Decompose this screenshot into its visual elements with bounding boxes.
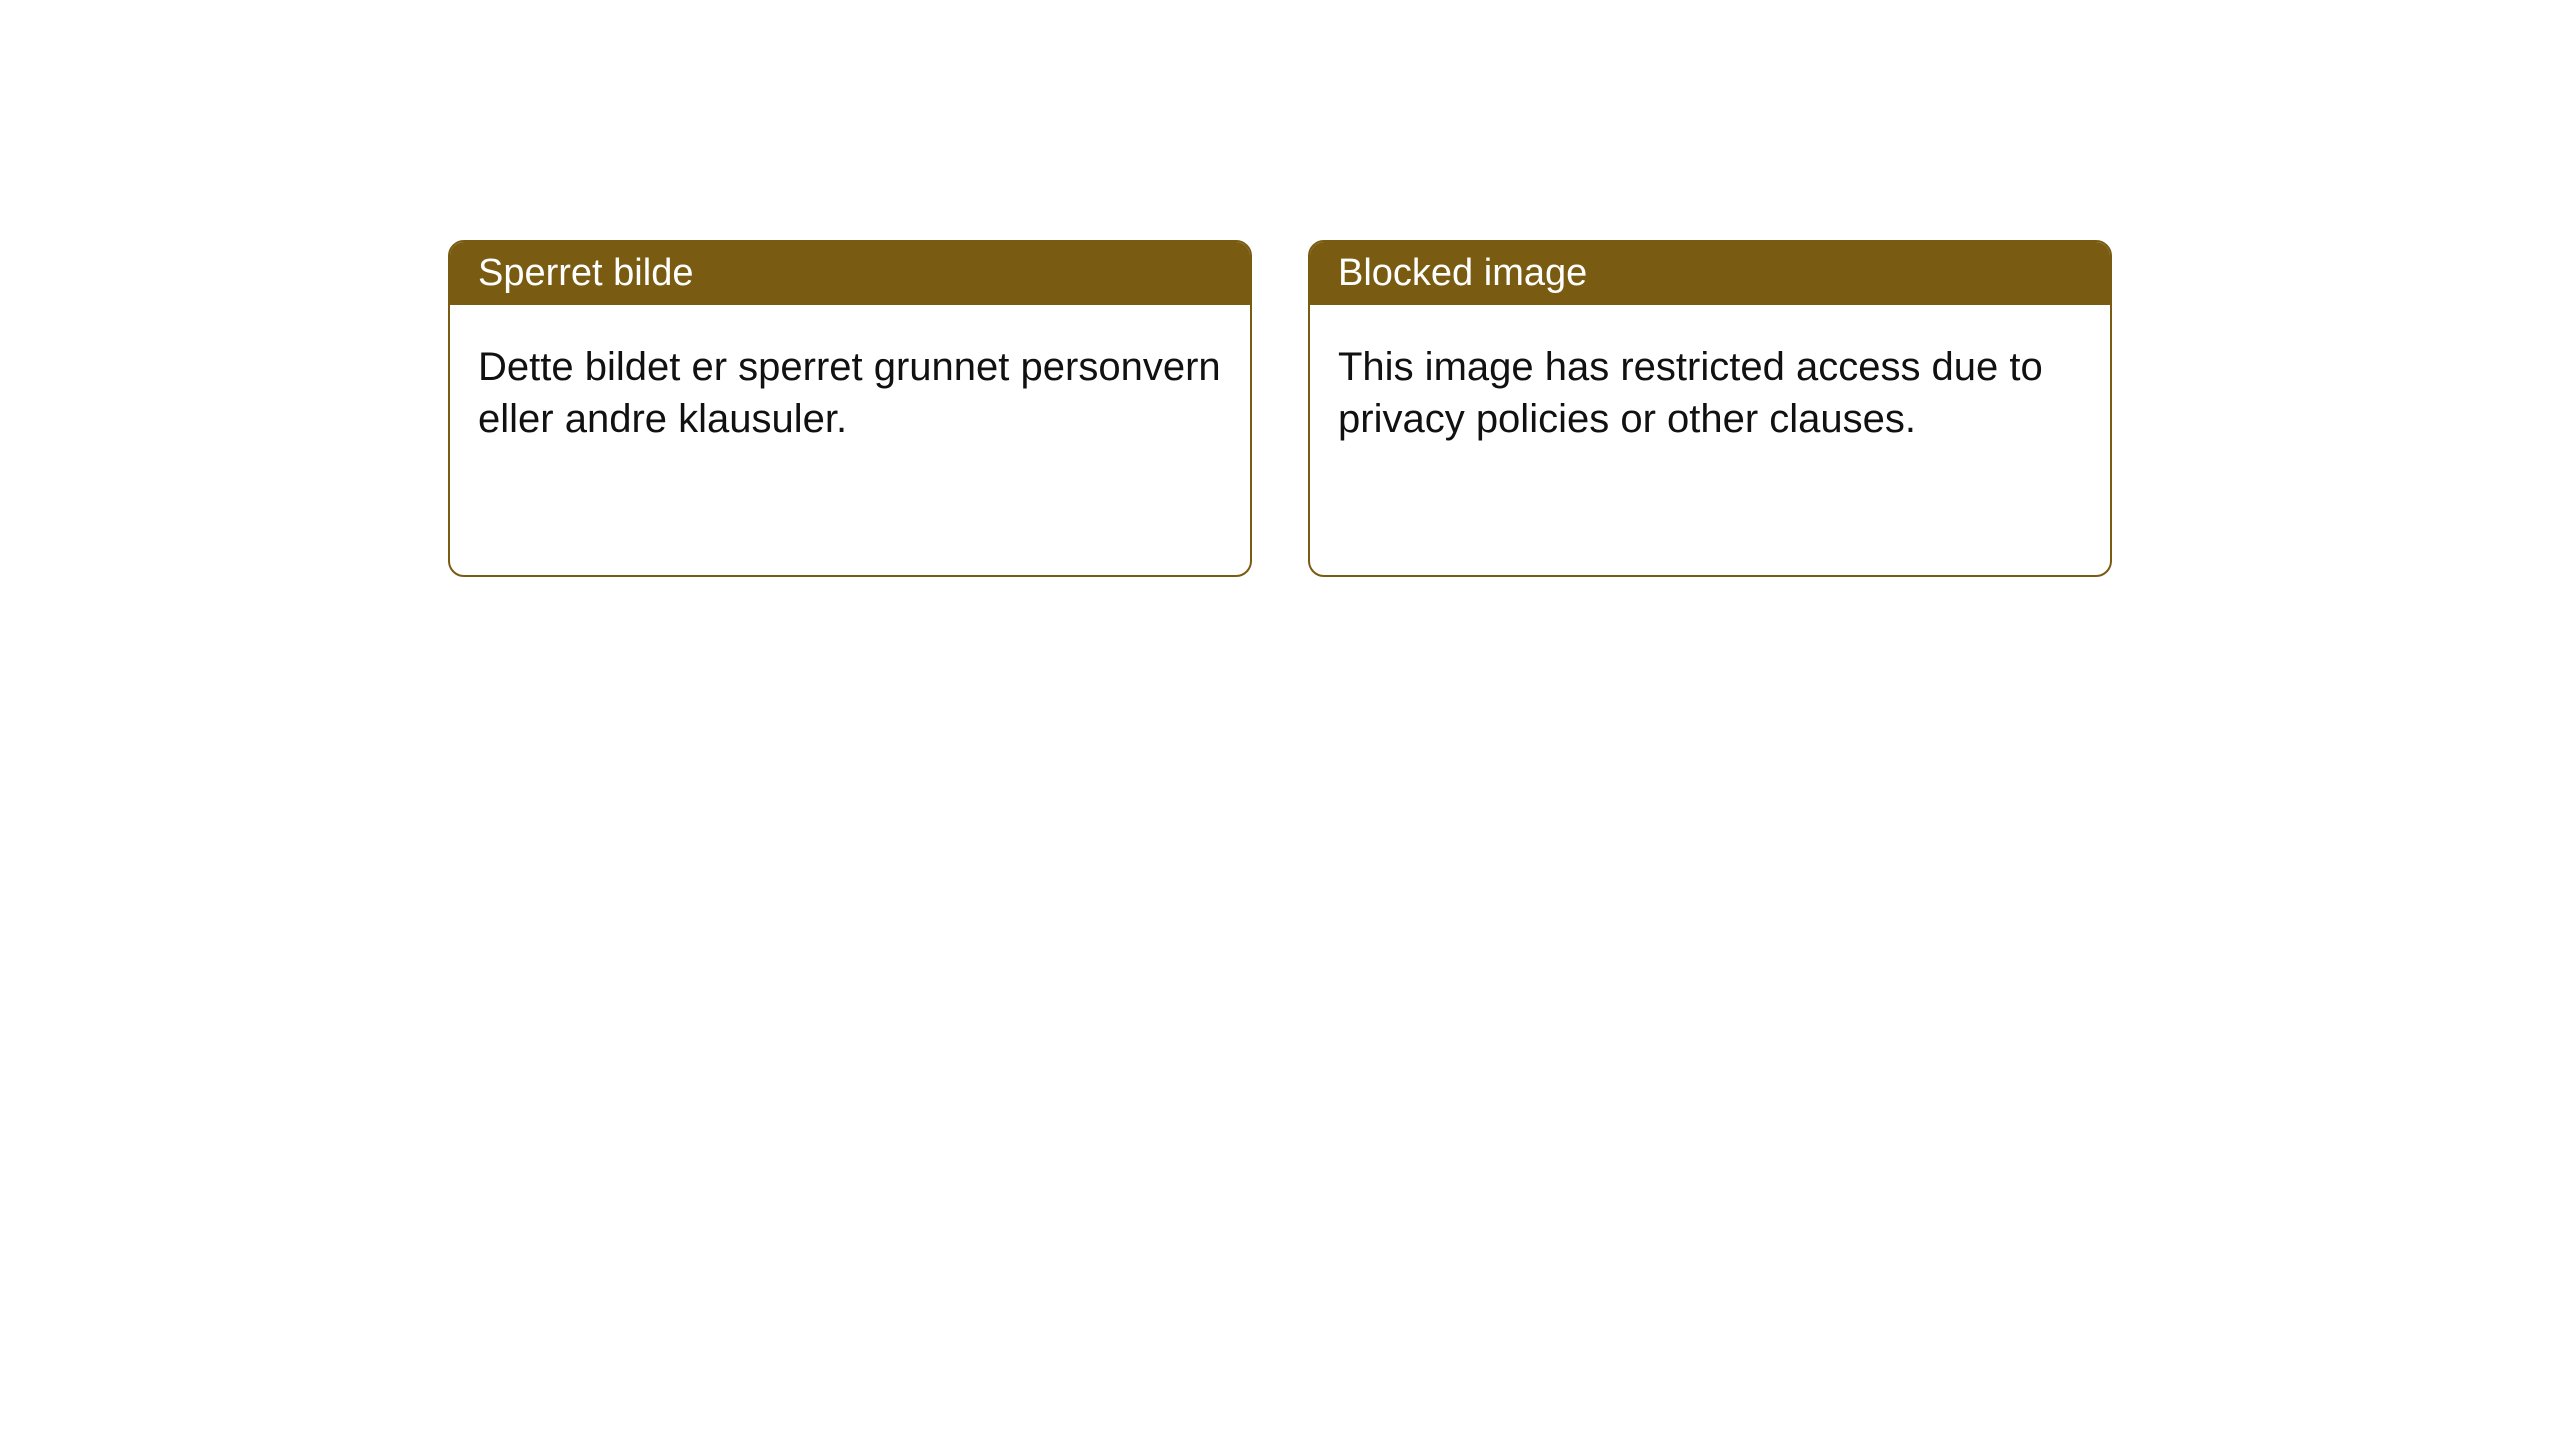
card-body: Dette bildet er sperret grunnet personve… <box>450 305 1250 575</box>
notice-container: Sperret bilde Dette bildet er sperret gr… <box>0 0 2560 577</box>
notice-card-norwegian: Sperret bilde Dette bildet er sperret gr… <box>448 240 1252 577</box>
notice-card-english: Blocked image This image has restricted … <box>1308 240 2112 577</box>
card-header: Sperret bilde <box>450 242 1250 305</box>
card-title: Blocked image <box>1338 252 1587 294</box>
card-message: Dette bildet er sperret grunnet personve… <box>478 345 1221 441</box>
card-body: This image has restricted access due to … <box>1310 305 2110 575</box>
card-header: Blocked image <box>1310 242 2110 305</box>
card-title: Sperret bilde <box>478 252 693 294</box>
card-message: This image has restricted access due to … <box>1338 345 2043 441</box>
